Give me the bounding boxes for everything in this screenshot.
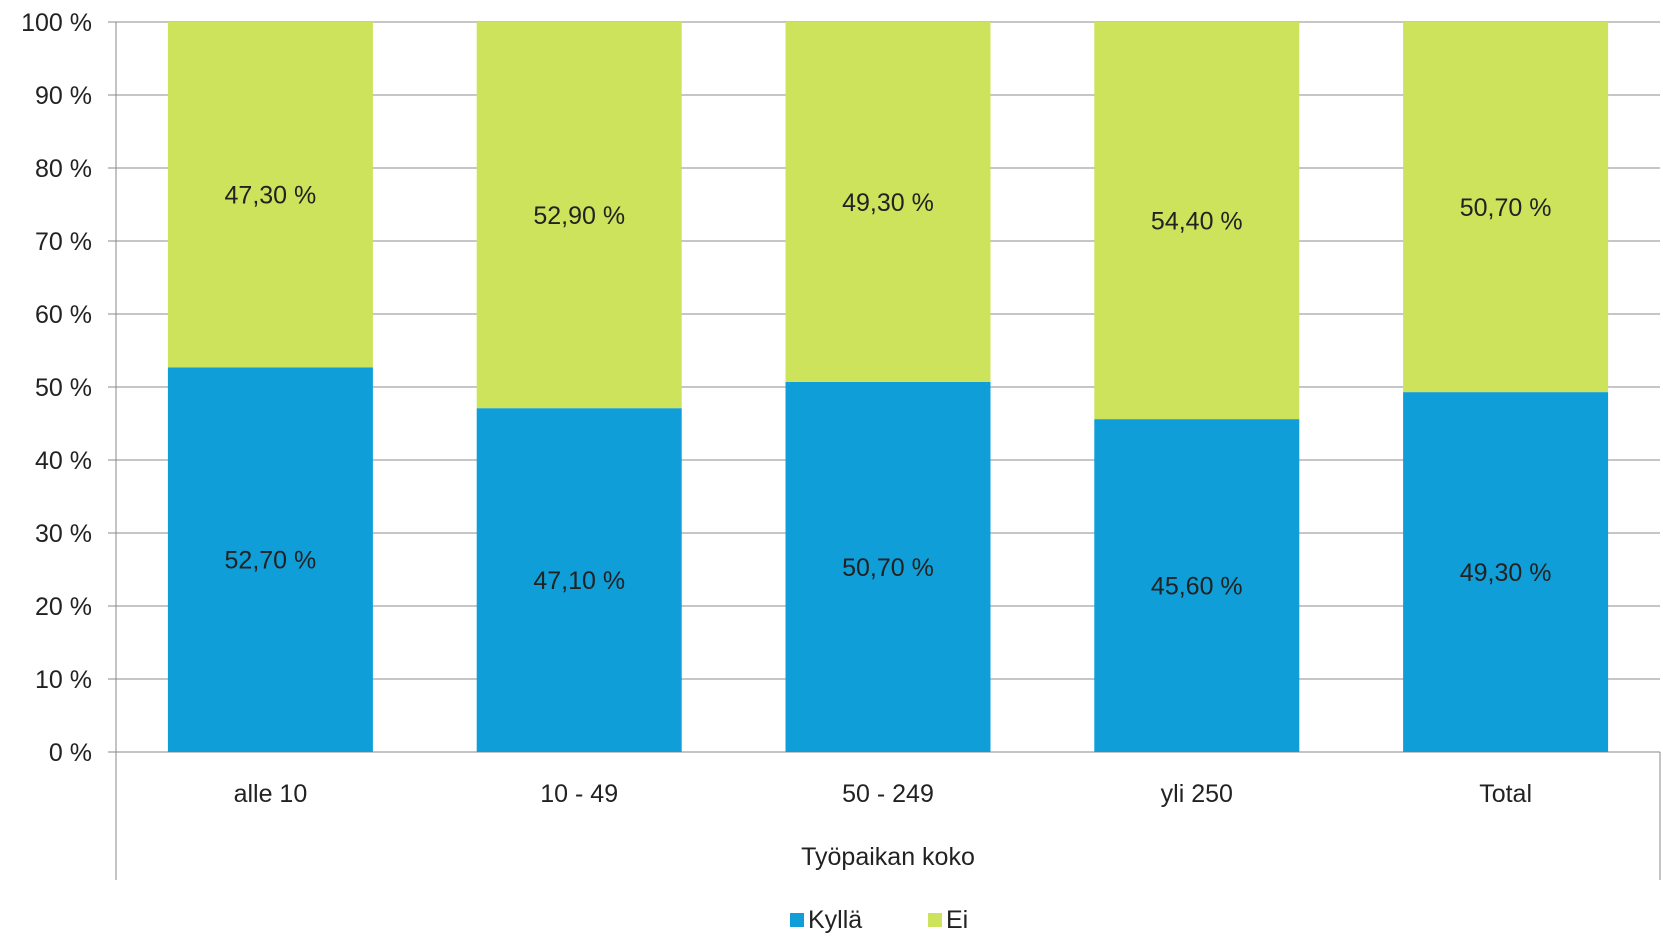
y-tick-label: 10 %	[35, 666, 92, 694]
bar-kylla	[785, 381, 991, 752]
legend-label: Ei	[946, 906, 968, 934]
bar-ei	[1403, 22, 1609, 393]
x-tick-label: 50 - 249	[842, 780, 934, 808]
y-tick-label: 0 %	[49, 739, 92, 767]
legend-swatch	[928, 913, 942, 927]
y-tick-label: 50 %	[35, 374, 92, 402]
x-tick-label: yli 250	[1161, 780, 1233, 808]
data-label: 49,30 %	[842, 189, 934, 217]
legend-swatch	[790, 913, 804, 927]
data-label: 45,60 %	[1151, 573, 1243, 601]
bars	[167, 22, 1609, 752]
data-label: 50,70 %	[1460, 194, 1552, 222]
data-label: 49,30 %	[1460, 559, 1552, 587]
axes: 0 % 10 % 20 % 30 % 40 % 50 % 60 % 70 % 80 % 90 % 1…	[21, 9, 1661, 880]
legend: Kyllä Ei	[790, 906, 968, 934]
legend-label: Kyllä	[808, 906, 862, 934]
y-tick-label: 100 %	[21, 9, 92, 37]
y-tick-label: 20 %	[35, 593, 92, 621]
x-tick-label: alle 10	[234, 780, 308, 808]
x-tick-label: 10 - 49	[540, 780, 618, 808]
data-label: 50,70 %	[842, 554, 934, 582]
data-labels: 52,70 % 47,30 % 47,10 % 52,90 % 50,70 % 49,30…	[225, 182, 1552, 601]
data-label: 52,90 %	[533, 202, 625, 230]
x-axis-title: Työpaikan koko	[801, 843, 975, 871]
data-label: 52,70 %	[225, 547, 317, 575]
data-label: 47,30 %	[225, 182, 317, 210]
x-tick-label: Total	[1479, 780, 1532, 808]
y-tick-label: 90 %	[35, 82, 92, 110]
bar-kylla	[1403, 392, 1609, 752]
bar-ei	[167, 22, 373, 368]
bar-kylla	[476, 408, 682, 752]
y-tick-label: 40 %	[35, 447, 92, 475]
bar-ei	[476, 22, 682, 409]
data-label: 47,10 %	[533, 567, 625, 595]
y-tick-label: 60 %	[35, 301, 92, 329]
bar-ei	[785, 22, 991, 382]
y-tick-label: 70 %	[35, 228, 92, 256]
y-tick-label: 30 %	[35, 520, 92, 548]
bar-kylla	[167, 367, 373, 752]
data-label: 54,40 %	[1151, 208, 1243, 236]
y-tick-label: 80 %	[35, 155, 92, 183]
bar-kylla	[1094, 419, 1300, 752]
bar-ei	[1094, 22, 1300, 420]
